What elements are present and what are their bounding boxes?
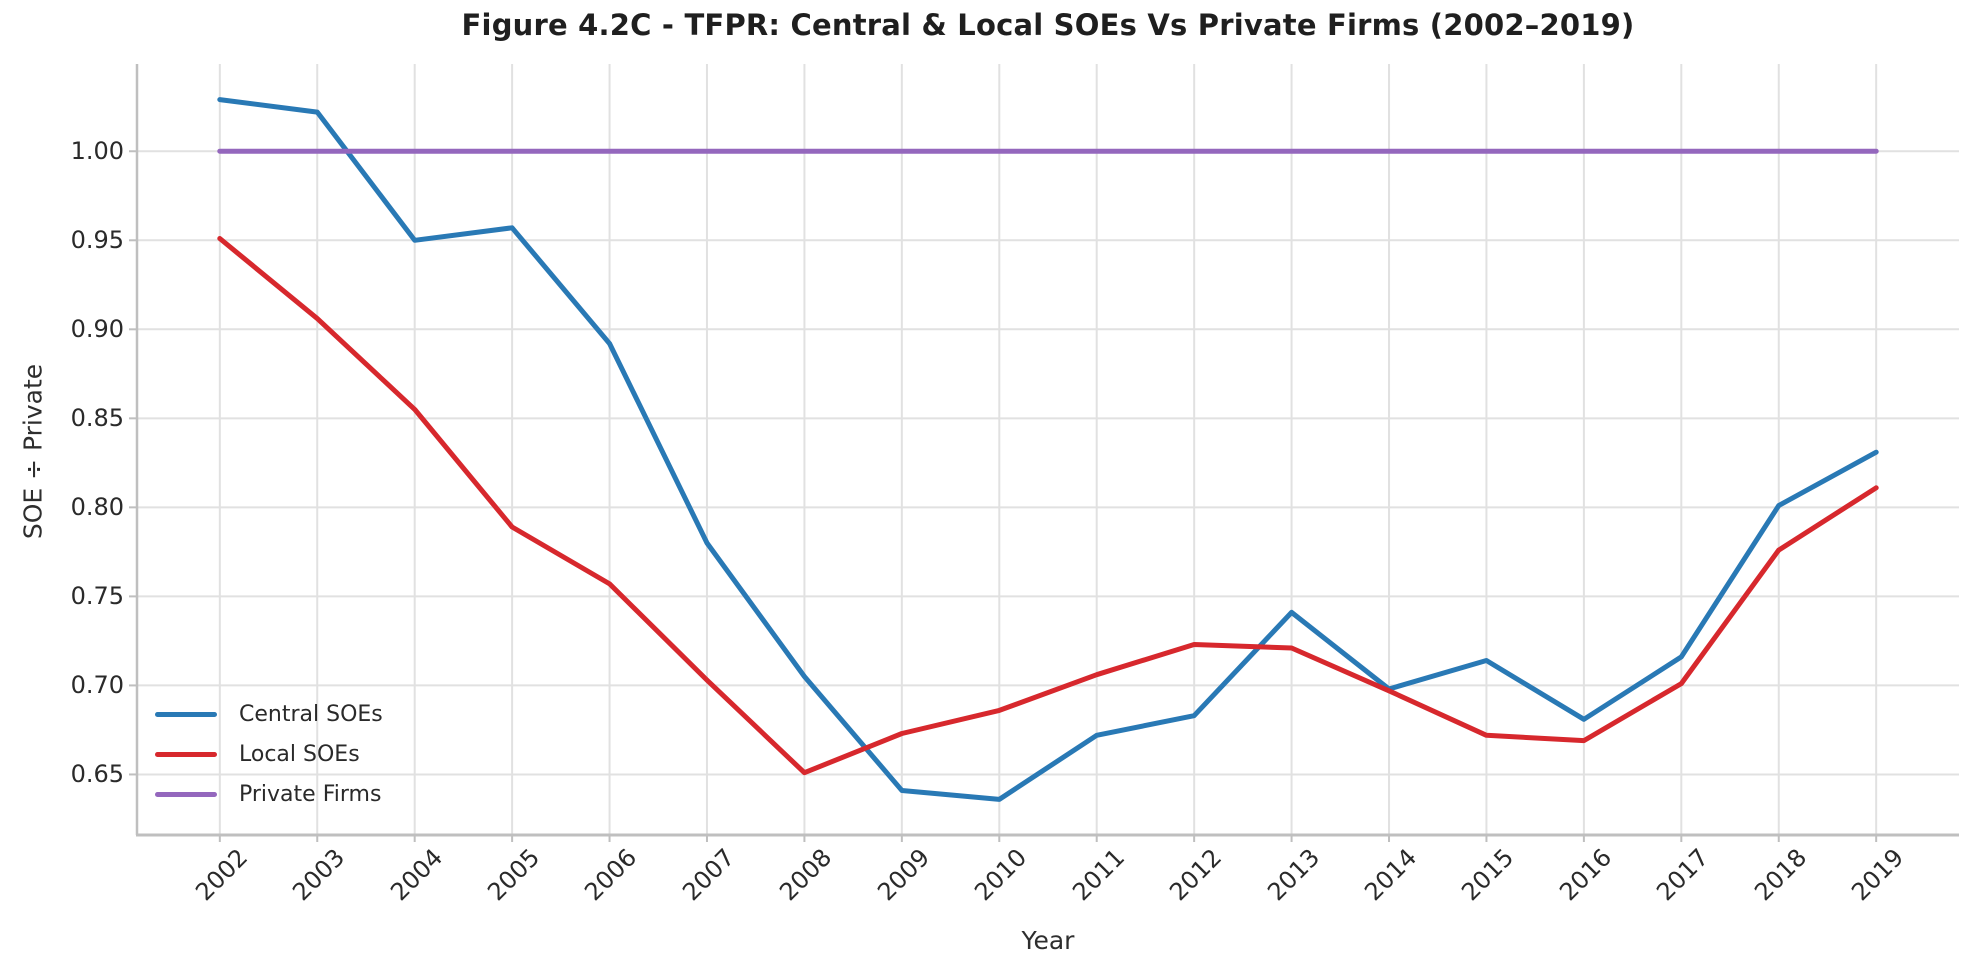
y-tick-label: 0.95 <box>70 226 124 255</box>
legend-entry-central-soes: Central SOEs <box>155 694 383 734</box>
chart-title: Figure 4.2C - TFPR: Central & Local SOEs… <box>461 8 1635 42</box>
series-line-local-soes <box>217 236 1879 776</box>
y-axis-label: SOE ÷ Private <box>18 363 48 540</box>
legend-label-central-soes: Central SOEs <box>239 701 383 727</box>
legend-swatch-central-soes <box>155 711 217 717</box>
legend: Central SOEs Local SOEs Private Firms <box>155 694 383 814</box>
y-tick-label: 0.90 <box>70 315 124 344</box>
y-tick-label: 0.80 <box>70 493 124 522</box>
legend-entry-private-firms: Private Firms <box>155 774 383 814</box>
legend-swatch-private-firms <box>155 791 217 797</box>
legend-label-local-soes: Local SOEs <box>239 741 360 767</box>
x-axis-label: Year <box>1021 926 1075 955</box>
y-tick-label: 0.65 <box>70 760 124 789</box>
legend-swatch-local-soes <box>155 751 217 757</box>
y-tick-label: 0.85 <box>70 404 124 433</box>
legend-entry-local-soes: Local SOEs <box>155 734 383 774</box>
y-tick-label: 0.70 <box>70 671 124 700</box>
y-tick-label: 0.75 <box>70 582 124 611</box>
legend-label-private-firms: Private Firms <box>239 781 382 807</box>
y-tick-label: 1.00 <box>70 137 124 166</box>
series-line-central-soes <box>217 97 1879 802</box>
